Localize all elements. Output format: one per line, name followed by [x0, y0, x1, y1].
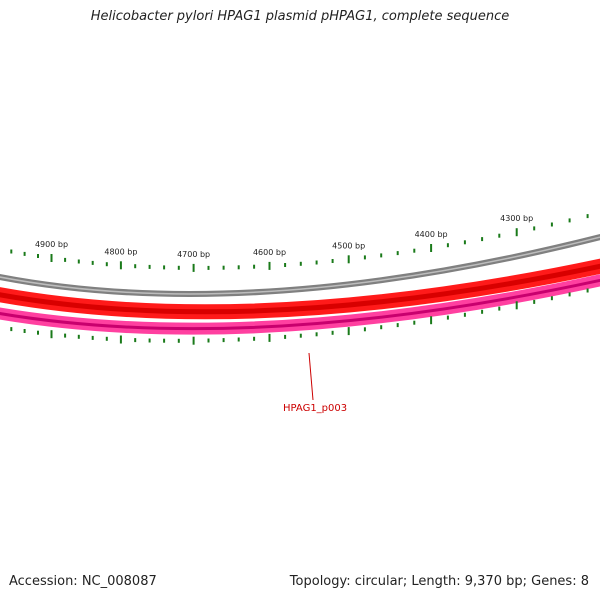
summary-text: Topology: circular; Length: 9,370 bp; Ge… — [289, 574, 589, 589]
forward-gene-track-core — [0, 263, 600, 315]
tick-label: 4400 bp — [415, 230, 448, 239]
tick-label: 4800 bp — [104, 247, 137, 256]
plasmid-backbone-highlight — [0, 236, 600, 295]
feature-label-hpag1-p003: HPAG1_p003 — [283, 403, 347, 414]
accession-text: Accession: NC_008087 — [9, 574, 157, 589]
map-title: Helicobacter pylori HPAG1 plasmid pHPAG1… — [90, 9, 510, 24]
tick-label: 4600 bp — [253, 248, 286, 257]
tick-label: 4700 bp — [177, 250, 210, 259]
tick-label: 4900 bp — [35, 240, 68, 249]
tick-label: 4300 bp — [500, 214, 533, 223]
reverse-gene-track-core — [0, 278, 600, 331]
scale-tick-labels: 4300 bp 4400 bp 4500 bp 4600 bp 4700 bp 4800 … — [35, 214, 533, 259]
feature-leader-line — [308, 352, 314, 401]
outer-scale-ticks — [10, 214, 589, 272]
tick-label: 4500 bp — [332, 241, 365, 250]
inner-scale-ticks — [10, 288, 589, 345]
